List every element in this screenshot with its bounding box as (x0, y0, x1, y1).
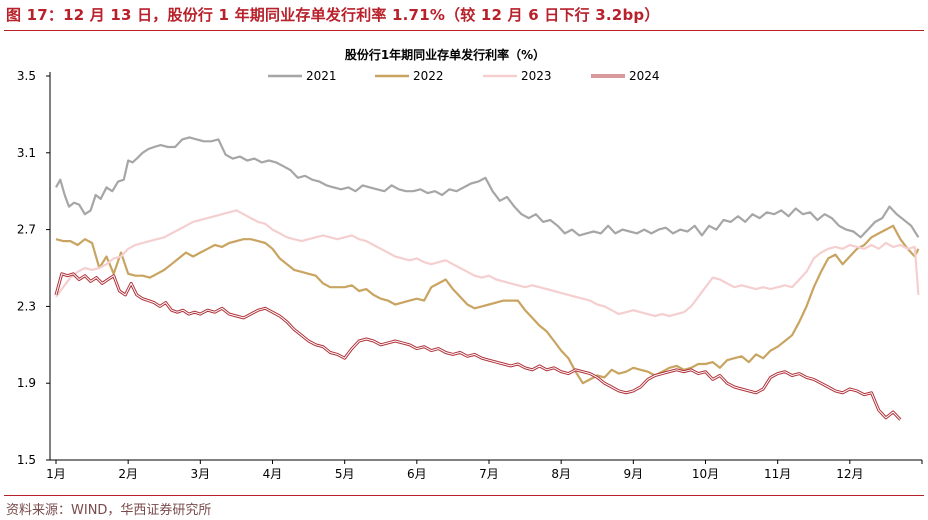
chart-legend: 2021 2022 2023 2024 (268, 69, 660, 83)
x-tick-label: 2月 (118, 467, 138, 481)
legend-label-2023: 2023 (521, 69, 552, 83)
legend-label-2021: 2021 (306, 69, 337, 83)
y-tick-label: 1.5 (17, 453, 36, 467)
x-tick-label: 1月 (46, 467, 66, 481)
legend-label-2024: 2024 (629, 69, 660, 83)
bottom-divider (4, 495, 924, 496)
x-tick-label: 12月 (836, 467, 863, 481)
series-line-2024-outline (54, 272, 902, 421)
y-tick-label: 2.7 (17, 223, 36, 237)
legend-label-2022: 2022 (413, 69, 444, 83)
y-tick-label: 2.3 (17, 299, 36, 313)
x-tick-label: 4月 (263, 467, 283, 481)
chart-title: 股份行1年期同业存单发行利率（%） (345, 47, 545, 62)
source-note: 资料来源：WIND，华西证券研究所 (6, 503, 212, 518)
x-tick-label: 8月 (551, 467, 571, 481)
x-tick-label: 10月 (692, 467, 719, 481)
y-tick-label: 1.9 (17, 376, 36, 390)
top-divider (4, 30, 924, 31)
x-tick-label: 3月 (191, 467, 211, 481)
series-line-2023 (55, 209, 920, 318)
series-line-2024 (55, 273, 901, 421)
x-axis: 1月 2月 3月 4月 5月 6月 7月 8月 9月 10月 11月 12月 (46, 459, 923, 481)
y-tick-label: 3.5 (17, 69, 36, 83)
x-tick-label: 6月 (407, 467, 427, 481)
x-tick-label: 7月 (479, 467, 499, 481)
series-layer (54, 136, 920, 421)
x-tick-label: 9月 (624, 467, 644, 481)
y-tick-label: 3.1 (17, 146, 36, 160)
figure-title: 图 17：12 月 13 日，股份行 1 年期同业存单发行利率 1.71%（较 … (6, 6, 660, 24)
series-line-2022 (55, 224, 920, 385)
x-tick-label: 11月 (764, 467, 791, 481)
series-line-2021 (55, 136, 920, 239)
x-tick-label: 5月 (335, 467, 355, 481)
y-axis: 3.5 3.1 2.7 2.3 1.9 1.5 (17, 69, 51, 467)
